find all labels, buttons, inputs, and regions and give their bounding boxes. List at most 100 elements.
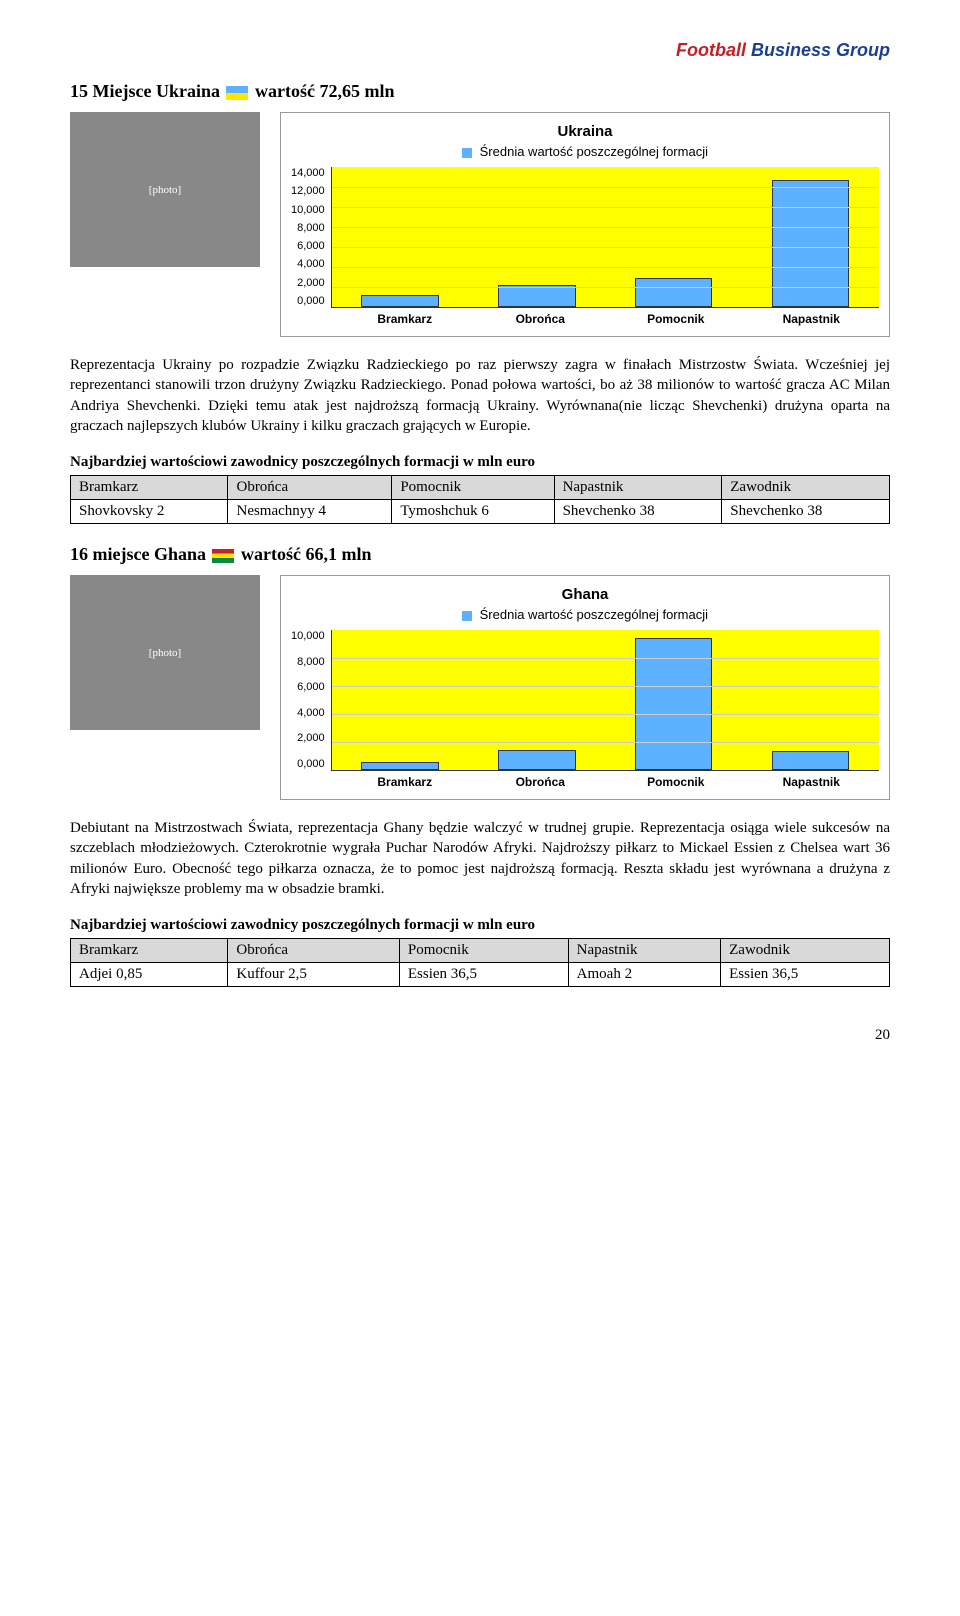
y-tick: 8,000 [291,656,325,668]
chart1-box: Ukraina Średnia wartość poszczególnej fo… [280,112,890,337]
table2-data-row: Adjei 0,85Kuffour 2,5Essien 36,5Amoah 2E… [71,963,890,987]
chart2-x-axis: BramkarzObrońcaPomocnikNapastnik [291,775,879,789]
x-tick: Bramkarz [337,775,473,789]
ghana-flag-icon [212,549,234,563]
page-header: Football Business Group [70,40,890,61]
y-tick: 6,000 [291,240,325,252]
table-cell: Pomocnik [399,939,568,963]
section1-title-rest: Miejsce Ukraina [93,81,225,101]
chart2-bars [332,630,879,770]
table1: BramkarzObrońcaPomocnikNapastnikZawodnik… [70,475,890,524]
y-tick: 6,000 [291,681,325,693]
chart1-legend-text: Średnia wartość poszczególnej formacji [480,144,708,159]
x-tick: Obrońca [473,775,609,789]
table-cell: Adjei 0,85 [71,963,228,987]
bar [635,278,712,307]
grid-line [332,227,879,228]
table-cell: Shovkovsky 2 [71,500,228,524]
chart2-box: Ghana Średnia wartość poszczególnej form… [280,575,890,800]
y-tick: 12,000 [291,185,325,197]
chart2-y-axis: 10,0008,0006,0004,0002,0000,000 [291,630,331,770]
table-cell: Shevchenko 38 [722,500,890,524]
grid-line [332,187,879,188]
chart2-legend: Średnia wartość poszczególnej formacji [291,607,879,622]
table-cell: Obrońca [228,476,392,500]
section2-title-rest: miejsce Ghana [93,544,211,564]
grid-line [332,686,879,687]
section2-image-label: [photo] [149,647,181,659]
grid-line [332,714,879,715]
x-tick: Obrońca [473,312,609,326]
y-tick: 2,000 [291,277,325,289]
bar [361,762,438,770]
y-tick: 4,000 [291,707,325,719]
y-tick: 10,000 [291,630,325,642]
chart1-bars [332,167,879,307]
table-cell: Pomocnik [392,476,554,500]
table-cell: Essien 36,5 [721,963,890,987]
table-cell: Napastnik [568,939,720,963]
chart1-legend-swatch [462,148,472,158]
table-cell: Shevchenko 38 [554,500,722,524]
section1-paragraph: Reprezentacja Ukrainy po rozpadzie Związ… [70,355,890,436]
bar-column [469,167,606,307]
section2-image: [photo] [70,575,260,730]
table-cell: Obrońca [228,939,400,963]
bar [498,285,575,307]
ukraine-flag-icon [226,86,248,100]
y-tick: 10,000 [291,204,325,216]
section2-title: 16 miejsce Ghana wartość 66,1 mln [70,544,890,565]
table-cell: Amoah 2 [568,963,720,987]
x-tick: Pomocnik [608,312,744,326]
table1-caption: Najbardziej wartościowi zawodnicy poszcz… [70,454,890,471]
x-tick: Pomocnik [608,775,744,789]
chart1-title: Ukraina [291,123,879,140]
section1-title: 15 Miejsce Ukraina wartość 72,65 mln [70,81,890,102]
table-cell: Nesmachnyy 4 [228,500,392,524]
section1-image: [photo] [70,112,260,267]
x-axis-spacer [291,312,337,326]
section1-title-tail: wartość 72,65 mln [255,81,394,101]
chart2-title: Ghana [291,586,879,603]
table-cell: Kuffour 2,5 [228,963,400,987]
bar-column [469,630,606,770]
bar [498,750,575,770]
table-cell: Bramkarz [71,939,228,963]
chart1-area: 14,00012,00010,0008,0006,0004,0002,0000,… [291,167,879,308]
chart2-area: 10,0008,0006,0004,0002,0000,000 [291,630,879,771]
x-tick: Napastnik [744,312,880,326]
bar-column [742,630,879,770]
chart2-plot [331,630,879,771]
bar [361,295,438,307]
y-tick: 14,000 [291,167,325,179]
chart1-y-axis: 14,00012,00010,0008,0006,0004,0002,0000,… [291,167,331,307]
bar [772,751,849,770]
table-cell: Essien 36,5 [399,963,568,987]
header-word-red: Football [676,40,751,60]
section2-title-tail: wartość 66,1 mln [241,544,371,564]
grid-line [332,742,879,743]
section1-row: [photo] Ukraina Średnia wartość poszczeg… [70,112,890,337]
table-cell: Zawodnik [721,939,890,963]
x-tick: Bramkarz [337,312,473,326]
table2-head-row: BramkarzObrońcaPomocnikNapastnikZawodnik [71,939,890,963]
y-tick: 8,000 [291,222,325,234]
table1-head-row: BramkarzObrońcaPomocnikNapastnikZawodnik [71,476,890,500]
header-word-blue: Business Group [751,40,890,60]
chart2-legend-text: Średnia wartość poszczególnej formacji [480,607,708,622]
grid-line [332,658,879,659]
section2-paragraph: Debiutant na Mistrzostwach Świata, repre… [70,818,890,899]
table1-data-row: Shovkovsky 2Nesmachnyy 4Tymoshchuk 6Shev… [71,500,890,524]
grid-line [332,247,879,248]
y-tick: 0,000 [291,295,325,307]
grid-line [332,207,879,208]
table-cell: Bramkarz [71,476,228,500]
section2-row: [photo] Ghana Średnia wartość poszczegól… [70,575,890,800]
table2-caption: Najbardziej wartościowi zawodnicy poszcz… [70,917,890,934]
grid-line [332,267,879,268]
grid-line [332,287,879,288]
page-number: 20 [70,1027,890,1044]
table-cell: Napastnik [554,476,722,500]
chart2-legend-swatch [462,611,472,621]
y-tick: 0,000 [291,758,325,770]
